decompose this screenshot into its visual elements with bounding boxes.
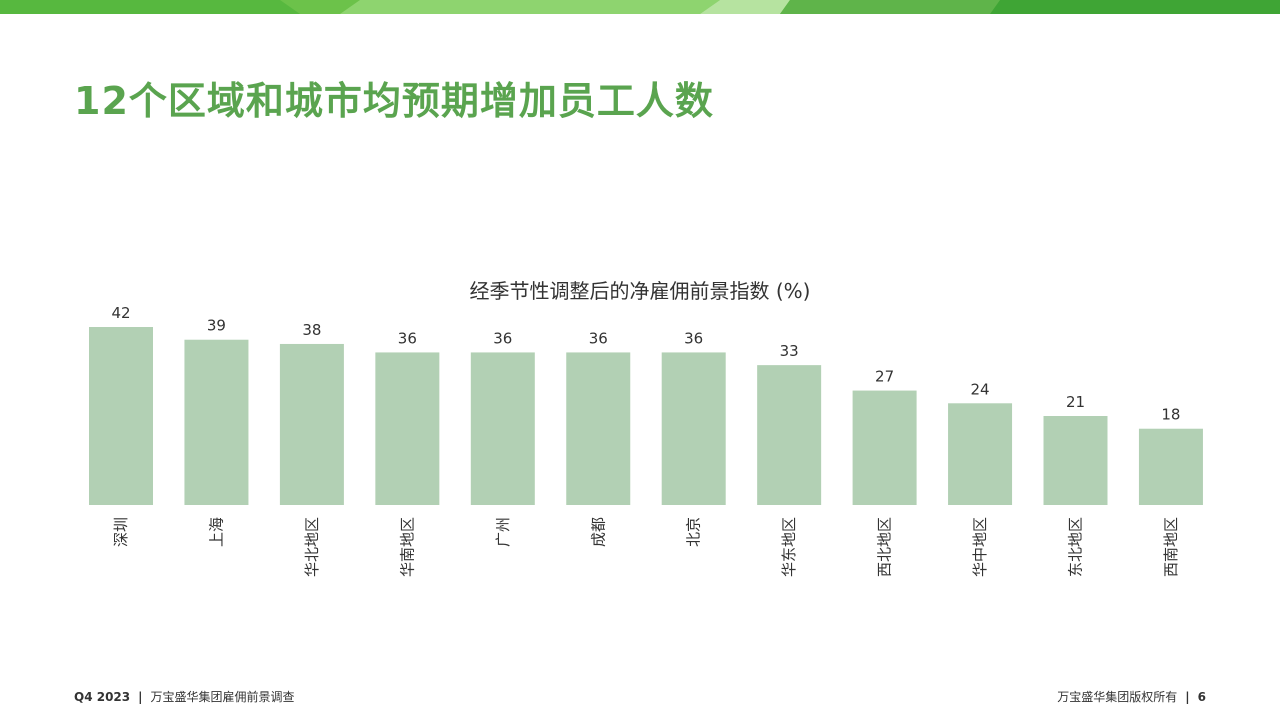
bar-2	[184, 339, 249, 505]
data-label-5: 36	[493, 329, 512, 347]
data-label-1: 42	[111, 304, 130, 322]
data-label-6: 36	[589, 329, 608, 347]
category-label-12: 西南地区	[1162, 517, 1180, 577]
data-label-2: 39	[207, 317, 226, 335]
data-label-7: 36	[684, 329, 703, 347]
category-label-7: 北京	[685, 517, 703, 547]
bar-8	[757, 365, 822, 505]
category-label-10: 华中地区	[971, 517, 989, 577]
bar-12	[1138, 428, 1203, 505]
data-label-3: 38	[302, 321, 321, 339]
page-title: 12个区域和城市均预期增加员工人数	[74, 79, 714, 123]
footer-copyright: 万宝盛华集团版权所有	[1057, 690, 1178, 704]
bar-6	[566, 352, 631, 505]
footer-right: 万宝盛华集团版权所有 | 6	[1057, 688, 1206, 705]
footer-separator-right: |	[1185, 690, 1190, 704]
footer-quarter: Q4 2023	[74, 690, 131, 704]
category-label-1: 深圳	[112, 517, 130, 547]
bar-5	[470, 352, 535, 505]
page-number: 6	[1197, 690, 1206, 704]
data-label-11: 21	[1066, 393, 1085, 411]
bar-1	[89, 327, 153, 505]
footer-survey-name: 万宝盛华集团雇佣前景调查	[150, 690, 295, 704]
footer-separator-left: |	[138, 690, 143, 704]
category-label-5: 广州	[494, 517, 512, 547]
category-label-2: 上海	[207, 517, 225, 547]
footer-left: Q4 2023 | 万宝盛华集团雇佣前景调查	[74, 688, 295, 705]
category-label-6: 成都	[589, 517, 607, 547]
bar-7	[661, 352, 726, 505]
category-label-9: 西北地区	[876, 517, 894, 577]
top-decorative-band	[0, 0, 1280, 14]
bar-4	[375, 352, 440, 505]
category-label-11: 东北地区	[1067, 517, 1085, 577]
bar-3	[279, 343, 344, 505]
category-label-4: 华南地区	[398, 517, 416, 577]
bar-10	[948, 403, 1013, 505]
data-label-10: 24	[971, 380, 990, 398]
data-label-12: 18	[1161, 406, 1180, 424]
category-label-3: 华北地区	[303, 517, 321, 577]
data-label-4: 36	[398, 329, 417, 347]
chart-title: 经季节性调整后的净雇佣前景指数 (%)	[469, 279, 811, 303]
data-label-9: 27	[875, 368, 894, 386]
bar-9	[852, 390, 917, 505]
data-label-8: 33	[780, 342, 799, 360]
bar-11	[1043, 416, 1108, 505]
category-label-8: 华东地区	[780, 517, 798, 577]
